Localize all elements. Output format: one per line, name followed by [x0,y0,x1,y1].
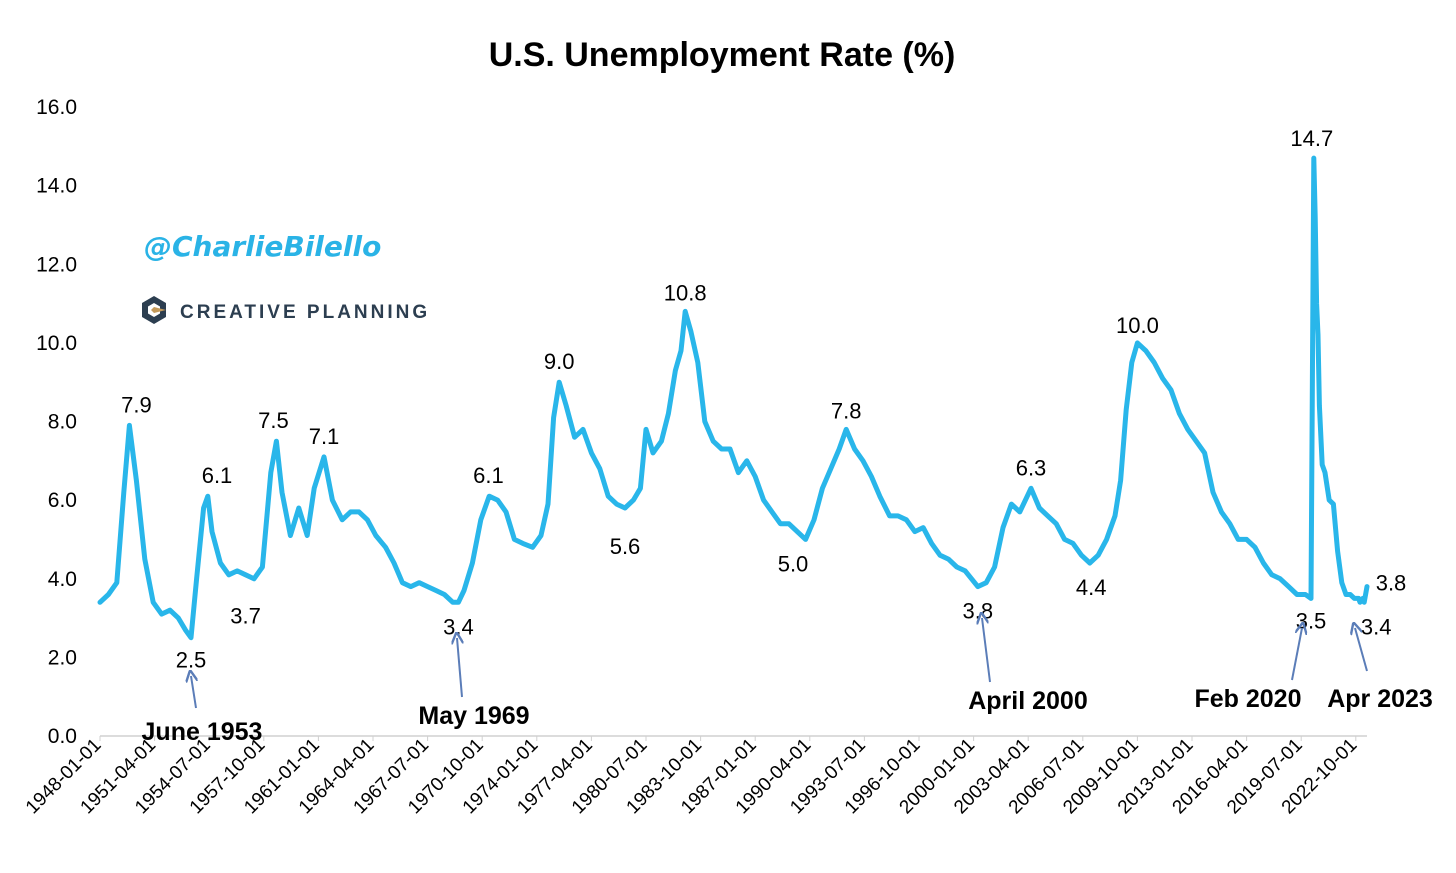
chart-title: U.S. Unemployment Rate (%) [489,36,956,74]
arrow-may-1969 [457,638,462,698]
y-tick-label: 16.0 [36,96,77,119]
x-axis: 1948-01-011951-04-011954-07-011957-10-01… [22,735,1361,819]
y-tick-label: 4.0 [48,568,77,591]
annotation-apr-2023: Apr 2023 [1327,685,1433,713]
value-label: 6.1 [473,463,504,488]
annotation-june-1953: June 1953 [142,718,263,746]
value-label: 3.7 [230,604,261,629]
y-tick-label: 8.0 [48,411,77,434]
value-label: 2.5 [176,648,207,673]
arrow-apr-2023 [1355,628,1368,672]
annotation-may-1969: May 1969 [418,702,529,730]
y-tick-label: 6.0 [48,489,77,512]
value-label: 10.0 [1116,313,1159,338]
value-label: 7.5 [258,408,289,433]
brand-text: CREATIVE PLANNING [180,302,430,323]
value-label: 7.1 [309,424,340,449]
value-label: 4.4 [1076,575,1107,600]
value-label: 3.4 [1361,614,1392,639]
arrow-feb-2020 [1291,628,1302,681]
value-label: 5.0 [778,551,809,576]
annotation-arrows [191,618,1368,709]
y-tick-label: 2.0 [48,646,77,669]
arrow-june-1953 [191,676,196,709]
value-label: 7.8 [831,398,862,423]
annotations: June 1953 May 1969 April 2000 Feb 2020 A… [142,685,1433,746]
value-label: 3.8 [963,599,994,624]
creative-planning-logo-icon [142,296,166,324]
annotation-april-2000: April 2000 [968,687,1088,715]
value-labels: 7.9 2.5 6.1 3.7 7.5 7.1 3.4 6.1 9.0 5.6 10.8 5.0 7.8… [121,126,1406,673]
handle-text: @CharlieBilello [144,230,381,263]
value-label: 9.0 [544,349,575,374]
value-label: 3.8 [1376,571,1407,596]
y-tick-label: 10.0 [36,332,77,355]
series-line-unemployment [97,155,1370,641]
value-label: 6.3 [1016,455,1047,480]
watermark: @CharlieBilello CREATIVE PLANNING [142,230,430,324]
y-tick-label: 0.0 [48,725,77,748]
value-label: 10.8 [664,280,707,305]
value-label: 3.4 [443,614,474,639]
y-axis: 0.0 2.0 4.0 6.0 8.0 10.0 12.0 14.0 16.0 [36,96,77,748]
y-tick-label: 14.0 [36,175,77,198]
annotation-feb-2020: Feb 2020 [1194,685,1301,713]
value-label: 5.6 [610,534,641,559]
value-label: 14.7 [1290,126,1333,151]
arrow-april-2000 [982,618,991,683]
y-tick-label: 12.0 [36,253,77,276]
value-label: 3.5 [1296,608,1327,633]
value-label: 6.1 [202,463,233,488]
value-label: 7.9 [121,392,152,417]
